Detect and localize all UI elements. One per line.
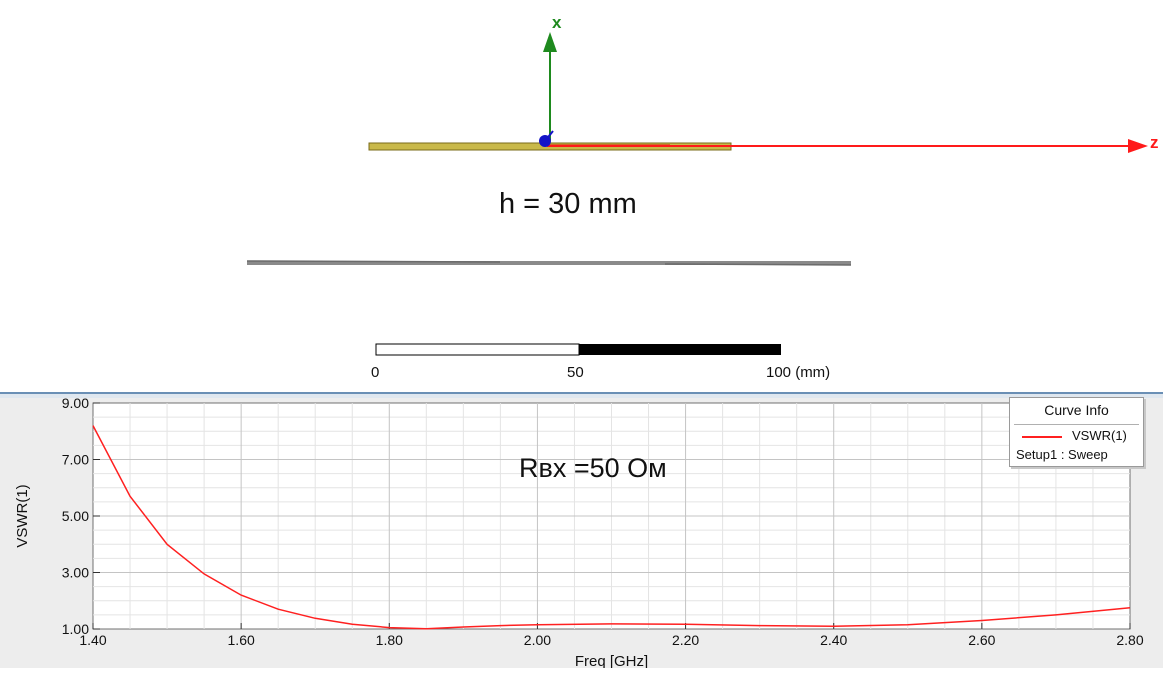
vswr-plot-window: 1.40 1.60 1.80 2.00 2.20 2.40 2.60 2.80 1.00 3.00… [0,395,1163,670]
x-tick-label: 1.40 [79,632,106,648]
geometry-view: z x 0 50 100 (mm) h = 30 mm [246,13,1159,381]
x-tick-label: 2.60 [968,632,995,648]
grid-major [93,403,1130,629]
legend-separator [1014,424,1139,425]
reflector-edge-left [246,260,501,263]
y-tick-label: 5.00 [62,508,89,524]
scale-tick-100: 100 (mm) [766,364,830,381]
reflector-edge-right [664,263,852,266]
scale-bar-black [579,344,781,355]
vswr-chart: 1.40 1.60 1.80 2.00 2.20 2.40 2.60 2.80 1.00 3.00… [14,395,1144,670]
x-tick-label: 2.80 [1116,632,1143,648]
legend-title: Curve Info [1044,402,1109,418]
legend-swatch-vswr [1022,436,1062,438]
x-tick-label: 2.40 [820,632,847,648]
tick-labels: 1.40 1.60 1.80 2.00 2.20 2.40 2.60 2.80 1.00 3.00… [62,395,1144,648]
x-axis-label: x [552,13,562,32]
geometry-canvas: z x 0 50 100 (mm) [246,13,1159,381]
series-line-vswr [92,425,1131,630]
x-axis-title: Freq [GHz] [575,653,648,668]
input-resistance-annotation: Rвх =50 Ом [519,453,667,483]
x-axis-arrow [543,32,557,52]
curve-info-legend[interactable]: Curve Info VSWR(1) Setup1 : Sweep [1009,397,1144,467]
y-tick-label: 9.00 [62,398,89,411]
y-axis-title: VSWR(1) [14,484,31,547]
y-tick-label: 1.00 [62,621,89,637]
x-tick-label: 1.60 [228,632,255,648]
legend-entry-source: Setup1 : Sweep [1016,447,1108,462]
scale-tick-0: 0 [371,364,379,381]
axis-ticks [92,402,1131,630]
pane-divider[interactable] [0,389,1163,398]
feed-marker-tick [544,130,554,142]
z-axis-arrow [1128,139,1148,153]
reflector-plate [247,261,851,265]
y-tick-label: 7.00 [62,452,89,468]
y-tick-label: 3.00 [62,565,89,581]
z-axis-label: z [1150,133,1159,152]
legend-entry-name[interactable]: VSWR(1) [1072,428,1127,443]
x-tick-label: 2.00 [524,632,551,648]
scale-bar-white [375,343,580,356]
x-tick-label: 2.20 [672,632,699,648]
scale-tick-50: 50 [567,364,584,381]
x-tick-label: 1.80 [376,632,403,648]
height-annotation: h = 30 mm [499,188,637,220]
